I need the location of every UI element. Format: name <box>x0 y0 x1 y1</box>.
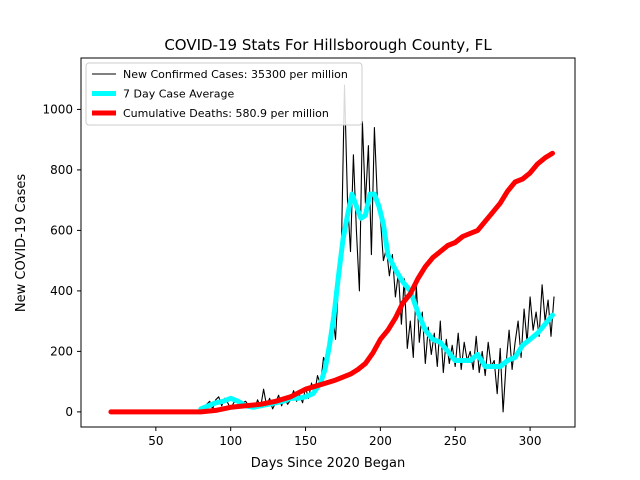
x-tick-label: 100 <box>219 434 242 448</box>
legend-label-3: Cumulative Deaths: 580.9 per million <box>123 107 329 120</box>
y-axis-label: New COVID-19 Cases <box>14 174 29 312</box>
y-tick-label: 1000 <box>42 102 73 116</box>
x-tick-label: 50 <box>148 434 163 448</box>
series-line-2 <box>198 191 555 412</box>
x-tick-label: 150 <box>294 434 317 448</box>
legend-label-1: New Confirmed Cases: 35300 per million <box>123 68 348 81</box>
chart-title: COVID-19 Stats For Hillsborough County, … <box>164 36 492 54</box>
legend: New Confirmed Cases: 35300 per million 7 … <box>85 62 363 126</box>
legend-box <box>85 62 363 126</box>
y-axis: 0 200 400 600 800 1000 <box>42 102 81 419</box>
legend-label-2: 7 Day Case Average <box>123 88 235 101</box>
y-tick-label: 600 <box>50 223 73 237</box>
x-tick-label: 200 <box>369 434 392 448</box>
x-axis-label: Days Since 2020 Began <box>251 456 406 471</box>
y-tick-label: 400 <box>50 284 73 298</box>
x-tick-label: 250 <box>444 434 467 448</box>
y-tick-label: 0 <box>65 405 73 419</box>
plot-frame <box>80 57 576 428</box>
series-line-3 <box>108 150 555 415</box>
x-axis: 50 100 150 200 250 300 <box>148 427 542 448</box>
y-tick-label: 200 <box>50 344 73 358</box>
plot-area <box>80 57 576 428</box>
y-tick-label: 800 <box>50 163 73 177</box>
x-tick-label: 300 <box>519 434 542 448</box>
